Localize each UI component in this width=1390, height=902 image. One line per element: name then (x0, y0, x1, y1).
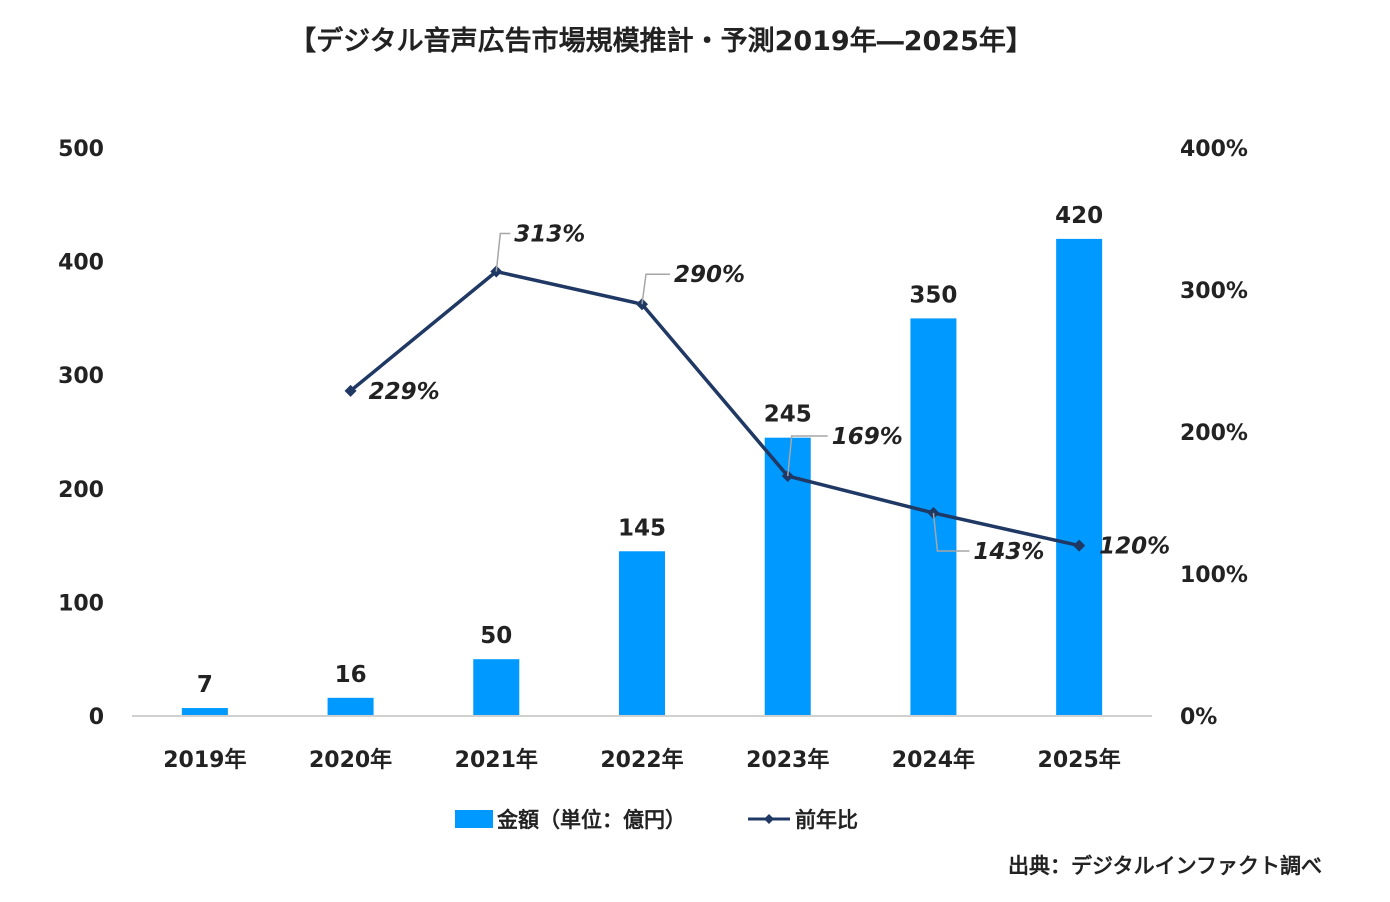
bar-value-label: 420 (1055, 203, 1103, 229)
line-labels: 229% 313% 290% 169% 143% 120% (369, 222, 1171, 565)
line-value-label: 169% (832, 424, 903, 450)
line-series (344, 265, 1086, 552)
bar (764, 437, 811, 716)
line-label-leader (495, 232, 511, 272)
right-axis-tick-label: 300% (1180, 279, 1248, 304)
x-axis-tick-label: 2020年 (309, 747, 392, 773)
right-axis-tick-label: 400% (1180, 137, 1248, 162)
left-axis-tick-label: 300 (58, 364, 104, 389)
growth-line (349, 269, 1080, 548)
bar-value-label: 50 (480, 623, 512, 649)
bar-value-label: 7 (197, 672, 213, 698)
chart-title: 【デジタル音声広告市場規模推計・予測2019年―2025年】 (289, 25, 1033, 57)
line-label-leader (641, 273, 670, 305)
bar-labels: 7 16 50 145 245 350 420 (197, 203, 1103, 698)
legend-bar-swatch (455, 810, 493, 828)
legend: 金額（単位：億円） 前年比 (455, 808, 858, 832)
x-axis-tick-label: 2022年 (600, 747, 683, 773)
left-axis-tick-label: 400 (58, 251, 104, 276)
left-axis-tick-label: 200 (58, 478, 104, 503)
bar (181, 708, 228, 716)
line-value-label: 290% (674, 262, 745, 288)
bar-value-label: 350 (909, 282, 957, 308)
left-axis: 0 100 200 300 400 500 (58, 137, 104, 730)
right-axis-tick-label: 200% (1180, 421, 1248, 446)
legend-line-label: 前年比 (795, 808, 858, 832)
source-note: 出典：デジタルインファクト調べ (1008, 854, 1322, 878)
bar (1056, 238, 1103, 716)
right-axis-tick-label: 0% (1180, 705, 1217, 730)
x-axis-tick-label: 2023年 (746, 747, 829, 773)
left-axis-tick-label: 0 (89, 705, 104, 730)
line-value-label: 313% (514, 222, 585, 248)
line-value-label: 229% (369, 379, 440, 405)
line-label-leader (786, 435, 828, 477)
legend-bar-label: 金額（単位：億円） (496, 808, 686, 832)
line-marker (1073, 539, 1086, 552)
bar (473, 659, 520, 716)
legend-line-marker (764, 814, 774, 824)
bar-value-label: 145 (618, 515, 666, 541)
x-axis-tick-label: 2024年 (892, 747, 975, 773)
line-marker (344, 384, 357, 397)
x-axis: 2019年 2020年 2021年 2022年 2023年 2024年 2025年 (163, 747, 1121, 773)
x-axis-tick-label: 2019年 (163, 747, 246, 773)
left-axis-tick-label: 500 (58, 137, 104, 162)
bar-value-label: 245 (764, 402, 812, 428)
right-axis-tick-label: 100% (1180, 563, 1248, 588)
bar (619, 551, 665, 716)
left-axis-tick-label: 100 (58, 591, 104, 616)
line-value-label: 120% (1099, 534, 1170, 560)
bar (327, 697, 374, 716)
line-label-leader (932, 512, 970, 552)
right-axis: 0% 100% 200% 300% 400% (1180, 137, 1248, 730)
bar-value-label: 16 (335, 662, 367, 688)
line-value-label: 143% (973, 539, 1044, 565)
x-axis-tick-label: 2025年 (1038, 747, 1121, 773)
x-axis-tick-label: 2021年 (455, 747, 538, 773)
bar-series (181, 238, 1103, 716)
